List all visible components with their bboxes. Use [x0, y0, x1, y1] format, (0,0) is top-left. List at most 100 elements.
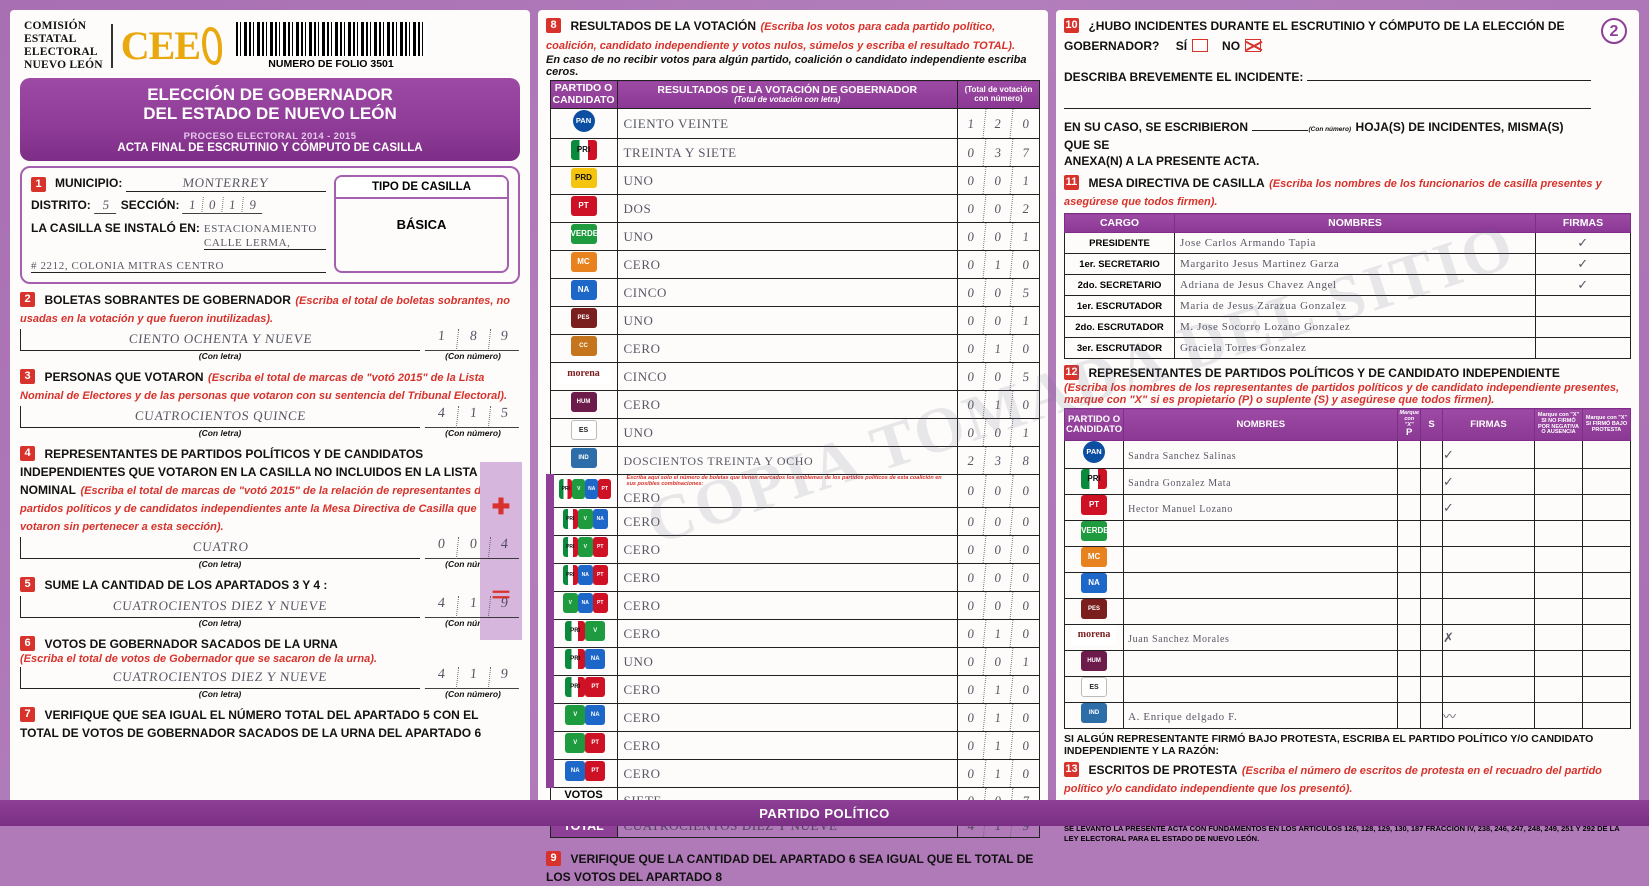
s-checkbox-cell[interactable] — [1420, 572, 1443, 600]
describe-incidente-field-2[interactable] — [1064, 94, 1591, 109]
bajo-protesta-cell[interactable] — [1582, 494, 1631, 522]
firma-cell[interactable] — [1442, 676, 1535, 704]
no-firmo-cell[interactable] — [1534, 468, 1583, 496]
firma-cell[interactable] — [1442, 520, 1535, 548]
nombre-cell[interactable] — [1123, 598, 1399, 626]
no-firmo-cell[interactable] — [1534, 494, 1583, 522]
bajo-protesta-cell[interactable] — [1582, 440, 1631, 470]
coalition-letra-cell[interactable]: UNO — [616, 647, 959, 676]
coalition-letra-cell[interactable]: CERO — [616, 759, 959, 788]
nombre-cell[interactable] — [1123, 572, 1399, 600]
s-checkbox-cell[interactable] — [1420, 650, 1443, 678]
describe-incidente-field[interactable] — [1307, 66, 1591, 81]
no-firmo-cell[interactable] — [1534, 650, 1583, 678]
no-firmo-cell[interactable] — [1534, 702, 1583, 730]
nombre-cell[interactable]: Hector Manuel Lozano — [1123, 494, 1399, 522]
firma-cell[interactable] — [1535, 316, 1631, 338]
p-checkbox-cell[interactable] — [1397, 650, 1421, 678]
bajo-protesta-cell[interactable] — [1582, 624, 1631, 652]
nombre-cell[interactable] — [1123, 676, 1399, 704]
municipio-field[interactable]: MONTERREY — [126, 175, 326, 192]
result-letra-cell[interactable]: CERO — [616, 334, 959, 364]
coalition-letra-cell[interactable]: CERO — [616, 731, 959, 760]
s-checkbox-cell[interactable] — [1420, 546, 1443, 574]
p-checkbox-cell[interactable] — [1397, 624, 1421, 652]
no-firmo-cell[interactable] — [1534, 676, 1583, 704]
s-checkbox-cell[interactable] — [1420, 468, 1443, 496]
section-3-numero-field[interactable]: 4 1 5 — [424, 405, 522, 428]
p-checkbox-cell[interactable] — [1397, 702, 1421, 730]
distrito-value[interactable]: 5 — [93, 196, 118, 214]
firma-cell[interactable] — [1442, 598, 1535, 626]
nombre-cell[interactable]: Juan Sanchez Morales — [1123, 624, 1399, 652]
firma-cell[interactable]: ✓ — [1535, 232, 1631, 254]
seccion-digits[interactable]: 1 0 1 9 — [182, 196, 265, 214]
p-checkbox-cell[interactable] — [1397, 676, 1421, 704]
nombre-cell[interactable]: Sandra Gonzalez Mata — [1123, 468, 1399, 496]
s-checkbox-cell[interactable] — [1420, 676, 1443, 704]
nombre-cell[interactable]: Graciela Torres Gonzalez — [1174, 337, 1536, 359]
p-checkbox-cell[interactable] — [1397, 494, 1421, 522]
section-4-numero-field[interactable]: 0 0 4 — [424, 536, 522, 559]
p-checkbox-cell[interactable] — [1397, 520, 1421, 548]
coalition-letra-cell[interactable]: CERO — [616, 619, 959, 648]
s-checkbox-cell[interactable] — [1420, 440, 1443, 470]
bajo-protesta-cell[interactable] — [1582, 572, 1631, 600]
coalition-letra-cell[interactable]: CERO — [616, 535, 959, 564]
firma-cell[interactable] — [1535, 295, 1631, 317]
firma-cell[interactable]: ✓ — [1442, 494, 1535, 522]
section-6-letra-field[interactable]: CUATROCIENTOS DIEZ Y NUEVE — [20, 666, 420, 689]
result-letra-cell[interactable]: CERO — [616, 250, 959, 280]
address-field-1[interactable]: ESTACIONAMIENTO CALLE LERMA, — [203, 221, 326, 250]
p-checkbox-cell[interactable] — [1397, 546, 1421, 574]
no-firmo-cell[interactable] — [1534, 520, 1583, 548]
section-5-numero-field[interactable]: 4 1 9 — [424, 595, 522, 618]
firma-cell[interactable]: 〰 — [1442, 702, 1535, 730]
bajo-protesta-cell[interactable] — [1582, 702, 1631, 730]
section-3-letra-field[interactable]: CUATROCIENTOS QUINCE — [20, 405, 420, 428]
s-checkbox-cell[interactable] — [1420, 520, 1443, 548]
no-firmo-cell[interactable] — [1534, 624, 1583, 652]
hojas-incidentes-field[interactable] — [1252, 130, 1309, 131]
bajo-protesta-cell[interactable] — [1582, 520, 1631, 548]
coalition-letra-cell[interactable]: CERO — [616, 675, 959, 704]
firma-cell[interactable]: ✓ — [1442, 468, 1535, 496]
coalition-letra-cell[interactable]: Escriba aquí solo el número de boletas q… — [616, 474, 959, 508]
firma-cell[interactable] — [1442, 546, 1535, 574]
result-letra-cell[interactable]: CIENTO VEINTE — [616, 108, 959, 140]
firma-cell[interactable]: ✓ — [1535, 274, 1631, 296]
nombre-cell[interactable]: A. Enrique delgado F. — [1123, 702, 1399, 730]
p-checkbox-cell[interactable] — [1397, 468, 1421, 496]
no-firmo-cell[interactable] — [1534, 546, 1583, 574]
nombre-cell[interactable]: Adriana de Jesus Chavez Angel — [1174, 274, 1536, 296]
bajo-protesta-cell[interactable] — [1582, 598, 1631, 626]
nombre-cell[interactable] — [1123, 520, 1399, 548]
firma-cell[interactable]: ✓ — [1535, 253, 1631, 275]
p-checkbox-cell[interactable] — [1397, 572, 1421, 600]
result-letra-cell[interactable]: DOSCIENTOS TREINTA Y OCHO — [616, 446, 959, 476]
firma-cell[interactable] — [1442, 650, 1535, 678]
bajo-protesta-cell[interactable] — [1582, 468, 1631, 496]
no-firmo-cell[interactable] — [1534, 598, 1583, 626]
section-2-numero-field[interactable]: 1 8 9 — [424, 328, 522, 351]
coalition-letra-cell[interactable]: CERO — [616, 563, 959, 592]
nombre-cell[interactable]: M. Jose Socorro Lozano Gonzalez — [1174, 316, 1536, 338]
coalition-letra-cell[interactable]: CERO — [616, 703, 959, 732]
s-checkbox-cell[interactable] — [1420, 494, 1443, 522]
no-checkbox[interactable] — [1244, 39, 1261, 52]
s-checkbox-cell[interactable] — [1420, 598, 1443, 626]
coalition-letra-cell[interactable]: CERO — [616, 507, 959, 536]
